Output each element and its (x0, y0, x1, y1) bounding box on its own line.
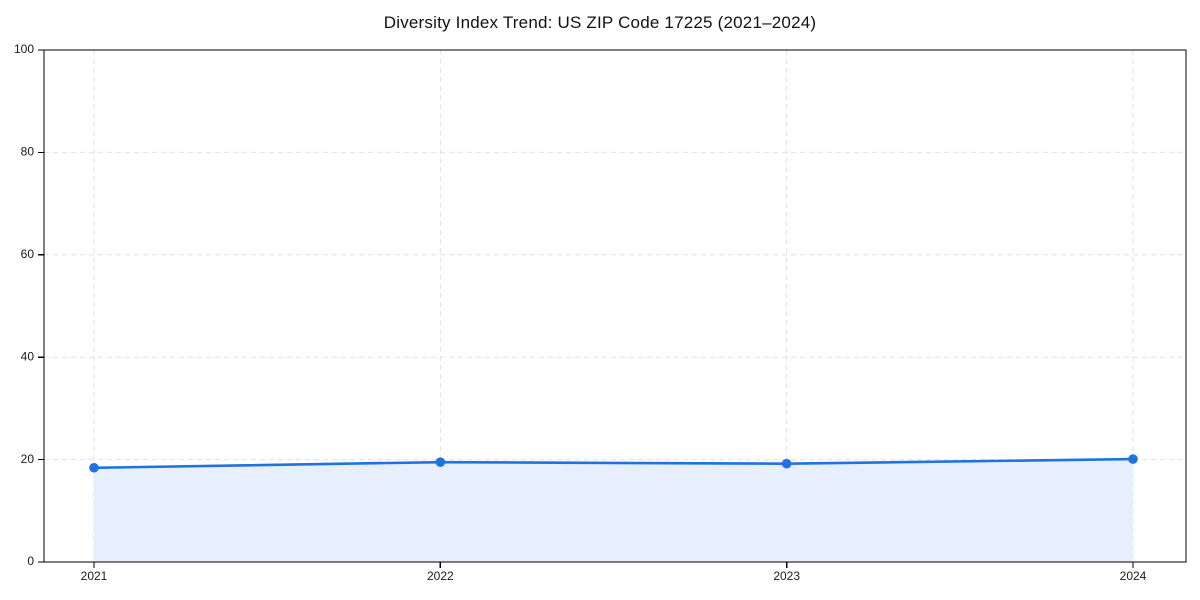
x-tick-label: 2021 (81, 569, 108, 583)
chart-title: Diversity Index Trend: US ZIP Code 17225… (383, 13, 817, 32)
plot-border (43, 49, 1187, 563)
y-tick-label: 0 (27, 554, 34, 568)
trend-line (92, 457, 1135, 470)
x-tick-label: 2022 (427, 569, 454, 583)
y-tick-label: 100 (14, 42, 34, 56)
data-point-marker (89, 462, 99, 473)
area-fill (94, 459, 1133, 562)
y-tick-label: 60 (21, 247, 35, 261)
y-tick-label: 40 (21, 349, 35, 363)
y-tick-label: 20 (21, 452, 35, 466)
x-tick-label: 2024 (1120, 569, 1147, 583)
data-point-marker (781, 458, 792, 469)
x-tick-label: 2023 (773, 569, 800, 583)
data-point-marker (1128, 454, 1138, 464)
data-point-marker (435, 457, 446, 467)
y-tick-label: 80 (21, 145, 35, 159)
